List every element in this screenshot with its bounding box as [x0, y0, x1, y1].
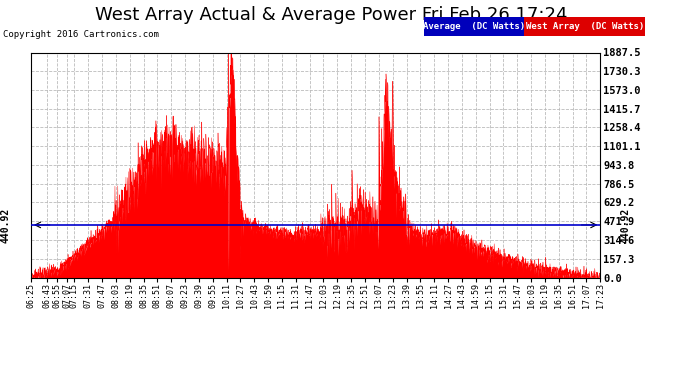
Text: 440.92: 440.92: [1, 207, 11, 243]
Text: Copyright 2016 Cartronics.com: Copyright 2016 Cartronics.com: [3, 30, 159, 39]
Text: West Array Actual & Average Power Fri Feb 26 17:24: West Array Actual & Average Power Fri Fe…: [95, 6, 567, 24]
Text: West Array  (DC Watts): West Array (DC Watts): [526, 22, 644, 31]
Text: 440.92: 440.92: [620, 207, 630, 243]
Text: Average  (DC Watts): Average (DC Watts): [423, 22, 526, 31]
